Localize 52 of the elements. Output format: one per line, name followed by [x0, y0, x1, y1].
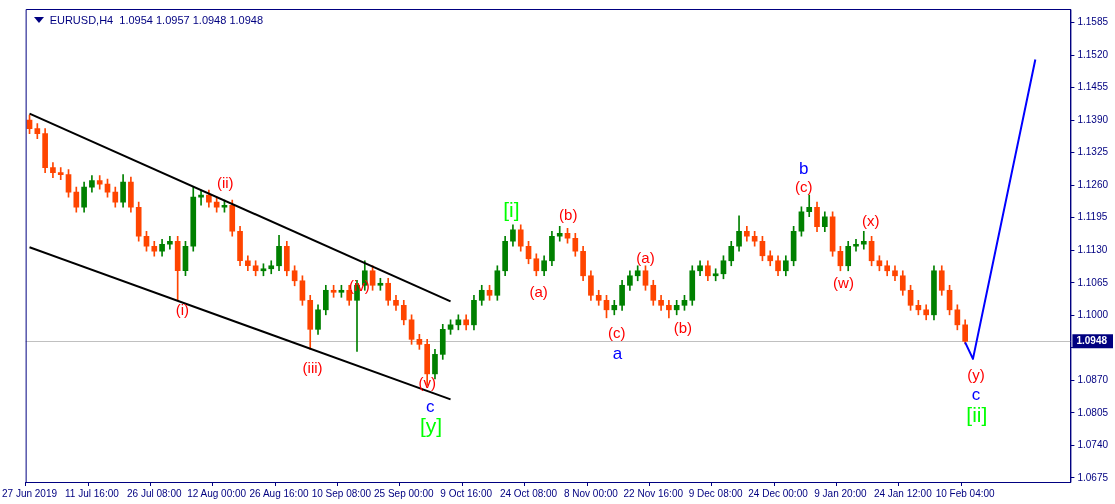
annotation: (c) — [795, 178, 813, 196]
annotation: (x) — [862, 211, 880, 229]
annotation: (ii) — [216, 174, 234, 192]
x-tick-label: 27 Jun 2019 — [2, 487, 58, 499]
annotation: (iii) — [302, 359, 323, 377]
annotation: [y] — [419, 414, 443, 438]
y-tick-label: 1.1520 — [1077, 48, 1109, 60]
x-tick-label: 24 Dec 00:00 — [748, 487, 809, 499]
annotation: (b) — [559, 205, 578, 223]
chart-title: EURUSD,H4 1.0954 1.0957 1.0948 1.0948 — [49, 14, 264, 26]
y-tick-label: 1.1260 — [1077, 178, 1109, 190]
x-tick-label: 8 Nov 00:00 — [563, 487, 619, 499]
y-tick-label: 1.0675 — [1077, 471, 1109, 483]
x-tick-label: 26 Aug 16:00 — [249, 487, 309, 499]
x-tick-label: 24 Jan 12:00 — [873, 487, 933, 499]
annotation: [ii] — [966, 402, 988, 426]
annotation: [i] — [503, 197, 520, 221]
y-tick-label: 1.1325 — [1077, 146, 1109, 158]
x-tick-label: 11 Jul 16:00 — [65, 487, 120, 499]
y-tick-label: 1.1390 — [1077, 113, 1109, 125]
x-tick-label: 12 Aug 00:00 — [187, 487, 247, 499]
ref-line-label: 1.0948 — [1076, 335, 1108, 347]
y-tick-label: 1.1455 — [1077, 81, 1109, 93]
annotation: a — [612, 343, 623, 363]
x-tick-label: 9 Oct 16:00 — [440, 487, 493, 499]
annotation: (v) — [418, 373, 436, 391]
annotation: b — [799, 159, 809, 179]
y-tick-label: 1.0870 — [1077, 374, 1109, 386]
y-tick-label: 1.1195 — [1077, 211, 1108, 223]
x-tick-label: 24 Oct 08:00 — [499, 487, 558, 499]
y-tick-label: 1.0805 — [1077, 406, 1109, 418]
x-tick-label: 10 Sep 08:00 — [311, 487, 372, 499]
annotation: (c) — [607, 324, 626, 342]
x-tick-label: 26 Jul 08:00 — [127, 487, 182, 499]
y-tick-label: 1.1130 — [1077, 244, 1108, 256]
annotation: (a) — [636, 248, 655, 266]
x-tick-label: 9 Dec 08:00 — [688, 487, 744, 499]
x-tick-label: 25 Sep 00:00 — [374, 487, 434, 499]
annotation: (i) — [175, 301, 190, 319]
x-tick-label: 22 Nov 16:00 — [623, 487, 684, 499]
y-tick-label: 1.1000 — [1077, 309, 1109, 321]
annotation: c — [971, 385, 981, 405]
x-tick-label: 10 Feb 04:00 — [935, 487, 996, 499]
x-tick-label: 9 Jan 20:00 — [814, 487, 867, 499]
annotation: (a) — [529, 283, 548, 301]
annotation: (b) — [673, 319, 693, 337]
y-tick-label: 1.1065 — [1077, 276, 1109, 288]
annotation: c — [426, 396, 436, 416]
annotation: (w) — [833, 274, 854, 292]
annotation: (y) — [967, 366, 985, 384]
y-tick-label: 1.0740 — [1077, 439, 1109, 451]
y-tick-label: 1.1585 — [1077, 16, 1109, 28]
